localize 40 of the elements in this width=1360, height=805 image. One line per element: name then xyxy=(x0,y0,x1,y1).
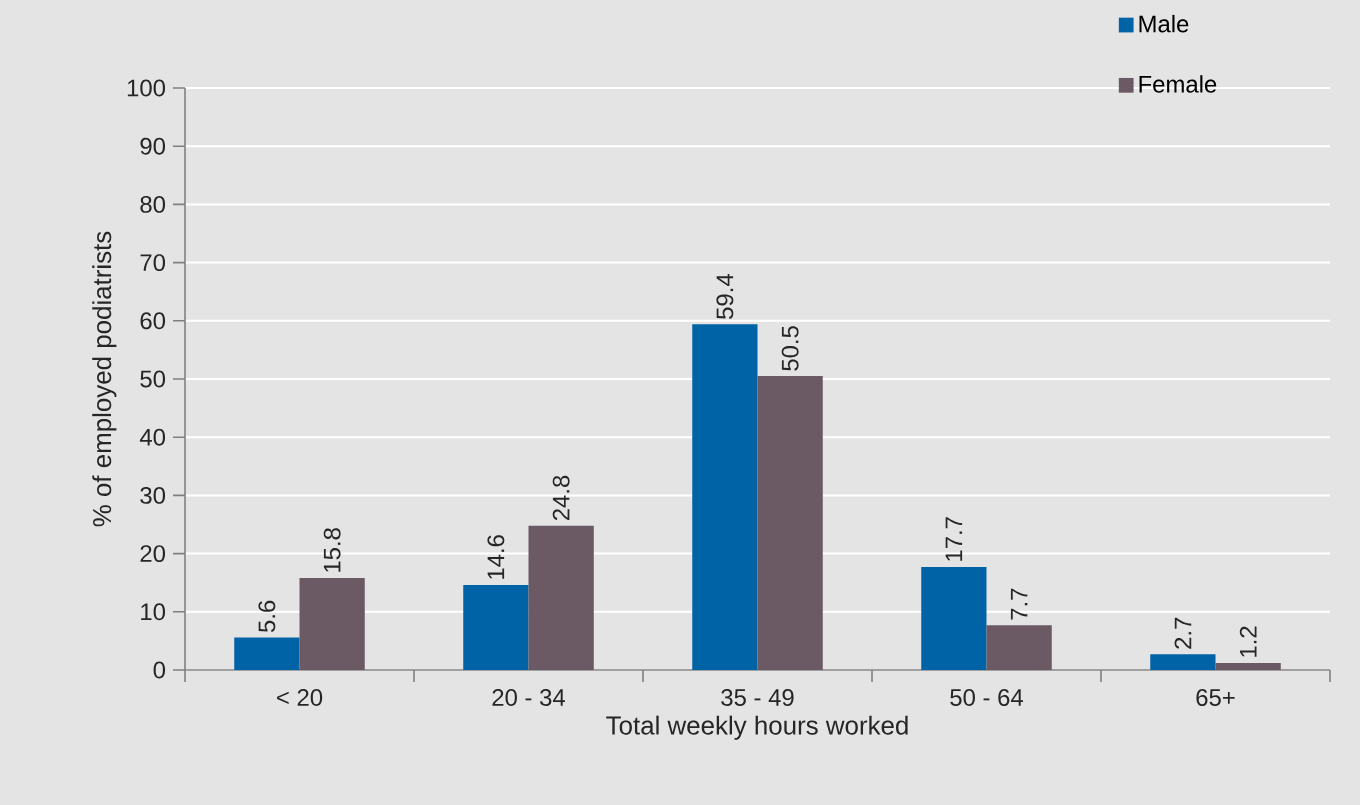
data-label: 1.2 xyxy=(1239,626,1257,657)
y-tick-label: 10 xyxy=(141,603,166,621)
y-tick-label: 70 xyxy=(140,254,166,272)
y-tick-label: 40 xyxy=(139,428,166,446)
bar xyxy=(528,525,594,670)
data-label: 7.7 xyxy=(1010,588,1028,620)
y-tick-label: 0 xyxy=(153,661,166,679)
data-label: 24.8 xyxy=(552,475,570,521)
legend-label: Female xyxy=(1139,75,1217,93)
y-tick-label: 50 xyxy=(140,370,166,388)
bar xyxy=(234,637,300,670)
y-tick-label: 100 xyxy=(127,79,166,97)
data-label: 14.6 xyxy=(487,535,505,579)
x-tick-label: < 20 xyxy=(277,689,323,706)
data-label: 5.6 xyxy=(258,600,276,633)
data-label: 15.8 xyxy=(323,528,341,572)
y-tick-label: 60 xyxy=(140,312,166,330)
y-tick-label: 30 xyxy=(140,486,166,504)
bar xyxy=(299,578,365,670)
x-axis-title: Total weekly hours worked xyxy=(606,715,908,740)
y-axis-title: % of employed podiatrists xyxy=(92,231,117,527)
x-tick-label: 20 - 34 xyxy=(492,689,565,706)
y-tick-label: 90 xyxy=(140,137,166,155)
data-label: 59.4 xyxy=(716,274,734,319)
y-tick-label: 20 xyxy=(140,545,166,563)
bar xyxy=(986,625,1052,670)
x-tick-label: 50 - 64 xyxy=(950,689,1023,706)
data-label: 50.5 xyxy=(781,326,799,371)
bar xyxy=(757,376,823,670)
legend-label: Male xyxy=(1139,14,1189,33)
bar xyxy=(463,585,529,670)
x-tick-label: 65+ xyxy=(1196,689,1235,706)
bar xyxy=(921,566,987,670)
bar xyxy=(1150,654,1216,670)
x-tick-label: 35 - 49 xyxy=(721,689,794,706)
data-label: 2.7 xyxy=(1174,617,1192,649)
y-tick-label: 80 xyxy=(140,195,166,213)
bar xyxy=(1215,663,1281,670)
data-label: 17.7 xyxy=(945,517,963,561)
bar xyxy=(692,324,758,670)
